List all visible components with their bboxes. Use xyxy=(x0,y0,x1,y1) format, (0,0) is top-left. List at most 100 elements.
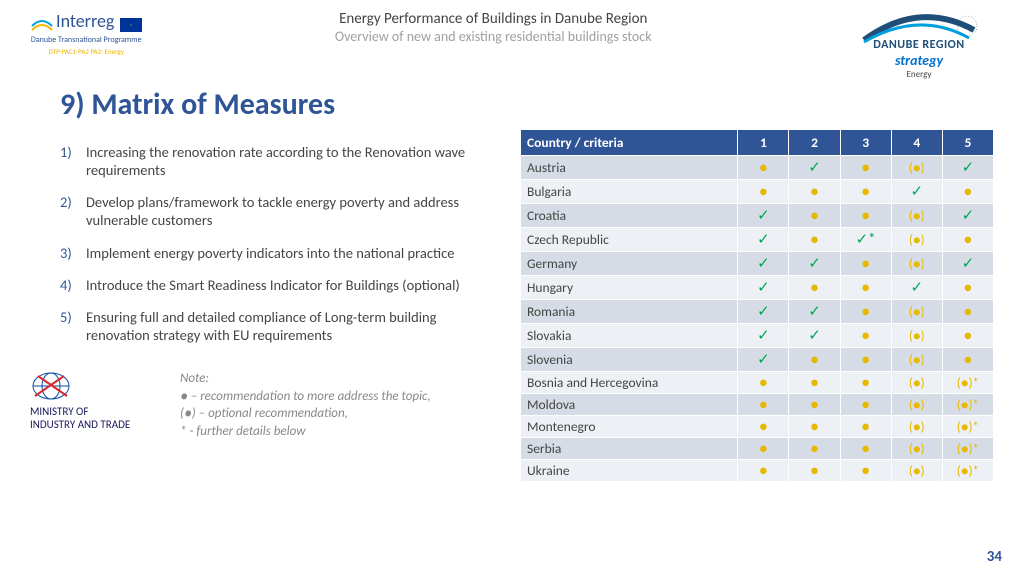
table-row: Czech Republic✓●✓*(●)● xyxy=(521,228,994,252)
danube-logo: DANUBE REGION strategy Energy xyxy=(844,10,994,80)
matrix-symbol: ● xyxy=(964,279,972,296)
matrix-symbol: ✓ xyxy=(910,183,923,201)
matrix-symbol: ● xyxy=(810,183,818,200)
matrix-cell: ● xyxy=(840,204,891,228)
matrix-symbol: ● xyxy=(964,327,972,344)
note-block: MINISTRY OF INDUSTRY AND TRADE Note: ● –… xyxy=(30,370,490,440)
note-line3: * - further details below xyxy=(180,423,490,441)
table-row: Montenegro●●●(●)(●)* xyxy=(521,416,994,438)
interreg-logo: Interreg Danube Transnational Programme … xyxy=(30,10,142,56)
matrix-cell: ● xyxy=(840,372,891,394)
country-cell: Austria xyxy=(521,156,738,180)
interreg-icon xyxy=(30,16,54,34)
dtp-text: Danube Transnational Programme xyxy=(31,35,142,45)
matrix-cell: ● xyxy=(840,416,891,438)
matrix-cell: ✓ xyxy=(738,204,789,228)
matrix-cell: (●) xyxy=(891,438,942,460)
matrix-symbol: ✓ xyxy=(757,231,770,249)
matrix-symbol: ● xyxy=(810,396,818,413)
matrix-symbol: ✓ xyxy=(962,255,975,273)
table-row: Romania✓✓●(●)● xyxy=(521,300,994,324)
matrix-cell: ✓ xyxy=(738,300,789,324)
matrix-symbol: ● xyxy=(964,351,972,368)
matrix-symbol: ● xyxy=(964,183,972,200)
matrix-table: Country / criteria 1 2 3 4 5 Austria●✓●(… xyxy=(520,129,994,482)
matrix-symbol: ✓ xyxy=(910,279,923,297)
matrix-cell: ● xyxy=(738,416,789,438)
matrix-symbol: (●) xyxy=(909,464,925,479)
country-cell: Serbia xyxy=(521,438,738,460)
matrix-symbol: ● xyxy=(759,418,767,435)
matrix-symbol: ● xyxy=(861,255,869,272)
matrix-cell: ● xyxy=(840,180,891,204)
matrix-cell: ● xyxy=(840,460,891,482)
matrix-cell: ● xyxy=(942,348,993,372)
table-row: Croatia✓●●(●)✓ xyxy=(521,204,994,228)
matrix-symbol: (●)* xyxy=(957,420,979,435)
globe-icon xyxy=(30,370,72,402)
country-cell: Montenegro xyxy=(521,416,738,438)
table-row: Moldova●●●(●)(●)* xyxy=(521,394,994,416)
matrix-cell: ● xyxy=(789,460,840,482)
matrix-cell: (●)* xyxy=(942,372,993,394)
matrix-symbol: ✓* xyxy=(856,231,876,249)
note-line1: ● – recommendation to more address the t… xyxy=(180,388,490,406)
table-row: Ukraine●●●(●)(●)* xyxy=(521,460,994,482)
swoosh-icon xyxy=(844,10,994,38)
strategy-text: strategy xyxy=(844,52,994,69)
matrix-cell: (●) xyxy=(891,460,942,482)
matrix-symbol: ● xyxy=(759,159,767,176)
matrix-cell: ● xyxy=(942,300,993,324)
matrix-symbol: ✓ xyxy=(757,279,770,297)
matrix-cell: (●) xyxy=(891,204,942,228)
matrix-cell: ● xyxy=(840,156,891,180)
matrix-cell: (●) xyxy=(891,300,942,324)
matrix-symbol: (●) xyxy=(909,305,925,320)
matrix-symbol: ● xyxy=(759,374,767,391)
matrix-cell: ● xyxy=(840,252,891,276)
matrix-cell: (●)* xyxy=(942,460,993,482)
energy-text: Energy xyxy=(844,69,994,80)
matrix-cell: ● xyxy=(840,324,891,348)
matrix-cell: (●) xyxy=(891,252,942,276)
matrix-symbol: ● xyxy=(861,351,869,368)
matrix-cell: (●) xyxy=(891,372,942,394)
matrix-cell: ✓ xyxy=(789,300,840,324)
country-cell: Moldova xyxy=(521,394,738,416)
matrix-cell: ✓ xyxy=(891,276,942,300)
matrix-symbol: (●) xyxy=(909,329,925,344)
matrix-cell: (●) xyxy=(891,228,942,252)
matrix-symbol: ● xyxy=(810,231,818,248)
matrix-symbol: ● xyxy=(810,440,818,457)
matrix-cell: ● xyxy=(840,348,891,372)
table-row: Bosnia and Hercegovina●●●(●)(●)* xyxy=(521,372,994,394)
matrix-symbol: ✓ xyxy=(962,207,975,225)
matrix-cell: ● xyxy=(942,228,993,252)
measures-list: Increasing the renovation rate according… xyxy=(60,143,490,344)
matrix-symbol: ✓ xyxy=(757,303,770,321)
header-title: Energy Performance of Buildings in Danub… xyxy=(162,10,824,28)
interreg-text: Interreg xyxy=(56,10,114,32)
country-cell: Germany xyxy=(521,252,738,276)
matrix-cell: ✓ xyxy=(738,252,789,276)
country-cell: Slovakia xyxy=(521,324,738,348)
note-line2: (●) – optional recommendation, xyxy=(180,405,490,423)
matrix-symbol: (●)* xyxy=(957,398,979,413)
country-cell: Croatia xyxy=(521,204,738,228)
matrix-cell: ● xyxy=(738,460,789,482)
matrix-symbol: ● xyxy=(810,462,818,479)
page-number: 34 xyxy=(987,548,1002,566)
matrix-symbol: (●) xyxy=(909,420,925,435)
matrix-column: Country / criteria 1 2 3 4 5 Austria●✓●(… xyxy=(520,129,994,482)
measure-item: Implement energy poverty indicators into… xyxy=(60,244,490,262)
matrix-cell: ● xyxy=(840,276,891,300)
matrix-cell: (●)* xyxy=(942,394,993,416)
table-header-country: Country / criteria xyxy=(521,130,738,156)
header-subtitle: Overview of new and existing residential… xyxy=(162,28,824,45)
matrix-symbol: ● xyxy=(861,327,869,344)
measure-item: Develop plans/framework to tackle energy… xyxy=(60,193,490,229)
matrix-symbol: ✓ xyxy=(757,351,770,369)
country-cell: Czech Republic xyxy=(521,228,738,252)
matrix-cell: (●) xyxy=(891,156,942,180)
matrix-cell: ● xyxy=(789,276,840,300)
